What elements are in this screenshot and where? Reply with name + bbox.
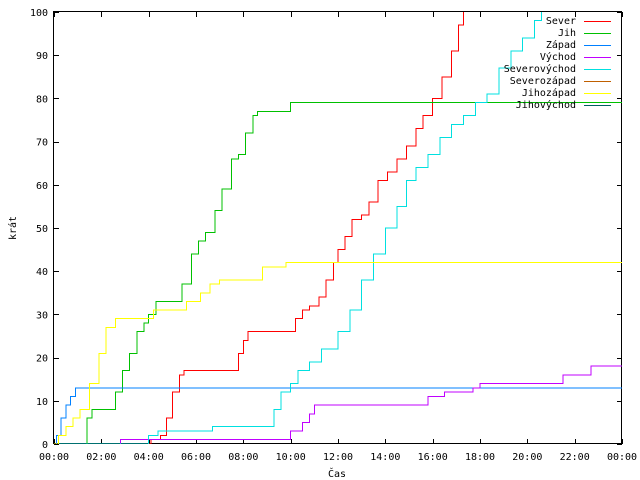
x-tick-label: 00:00 xyxy=(39,452,69,463)
plot-frame xyxy=(53,11,622,444)
legend: SeverJihZápadVýchodSeverovýchodSeverozáp… xyxy=(504,16,611,111)
legend-label: Východ xyxy=(540,51,576,63)
x-tick-label: 00:00 xyxy=(607,452,637,463)
y-tick-label: 100 xyxy=(30,8,48,19)
series-line-jih xyxy=(54,102,622,444)
y-axis-label: krát xyxy=(7,216,19,240)
y-tick-label: 0 xyxy=(42,440,48,451)
x-tick-label: 22:00 xyxy=(560,452,590,463)
series-line-severovýchod xyxy=(54,12,542,444)
x-tick-label: 10:00 xyxy=(276,452,306,463)
series-line-sever xyxy=(54,12,464,444)
legend-label: Jih xyxy=(558,28,576,39)
y-tick-label: 10 xyxy=(36,397,48,408)
y-tick-label: 30 xyxy=(36,310,48,321)
y-tick-label: 50 xyxy=(36,224,48,235)
x-tick-label: 18:00 xyxy=(465,452,495,463)
series-lines xyxy=(54,12,622,444)
y-tick-label: 40 xyxy=(36,267,48,278)
x-tick-label: 16:00 xyxy=(418,452,448,463)
x-tick-label: 12:00 xyxy=(323,452,353,463)
series-line-východ xyxy=(54,365,622,444)
legend-label: Severozápad xyxy=(510,75,576,87)
y-tick-label: 90 xyxy=(36,51,48,62)
x-tick-label: 04:00 xyxy=(134,452,164,463)
legend-label: Severovýchod xyxy=(504,63,576,75)
legend-label: Jihovýchod xyxy=(516,99,576,111)
y-tick-label: 70 xyxy=(36,138,48,149)
y-tick-label: 80 xyxy=(36,94,48,105)
legend-label: Jihozápad xyxy=(522,87,576,99)
legend-label: Sever xyxy=(546,16,576,27)
x-tick-label: 14:00 xyxy=(370,452,400,463)
x-axis-label: Čas xyxy=(328,467,346,480)
tick-labels: 00:00 02:00 04:00 06:00 08:00 10:00 12:00 14:00… xyxy=(30,8,637,463)
x-tick-label: 06:00 xyxy=(181,452,211,463)
y-tick-label: 20 xyxy=(36,354,48,365)
x-tick-label: 08:00 xyxy=(228,452,258,463)
y-tick-label: 60 xyxy=(36,181,48,192)
x-tick-label: 02:00 xyxy=(86,452,116,463)
x-tick-label: 20:00 xyxy=(512,452,542,463)
legend-label: Západ xyxy=(546,39,576,51)
series-line-západ xyxy=(54,387,622,444)
series-line-jihozápad xyxy=(54,262,622,444)
